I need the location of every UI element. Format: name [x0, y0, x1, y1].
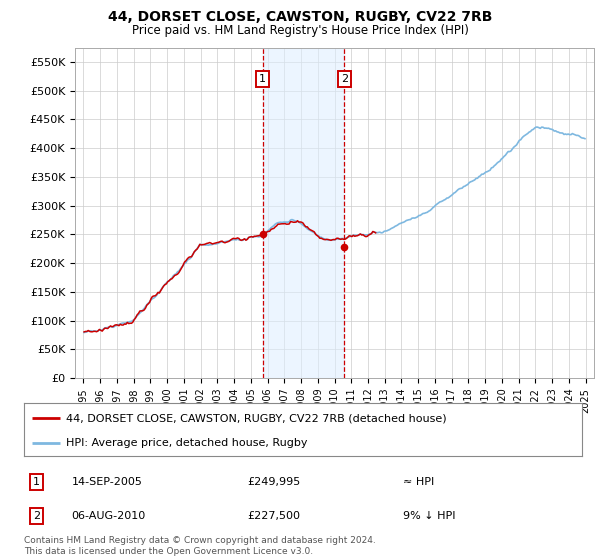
Text: £227,500: £227,500: [247, 511, 300, 521]
Text: 2: 2: [341, 74, 348, 84]
Text: ≈ HPI: ≈ HPI: [403, 477, 434, 487]
Text: 14-SEP-2005: 14-SEP-2005: [71, 477, 142, 487]
Text: Contains HM Land Registry data © Crown copyright and database right 2024.
This d: Contains HM Land Registry data © Crown c…: [24, 536, 376, 556]
Text: 2: 2: [33, 511, 40, 521]
Bar: [263, 48, 344, 378]
Text: 9% ↓ HPI: 9% ↓ HPI: [403, 511, 456, 521]
Text: 44, DORSET CLOSE, CAWSTON, RUGBY, CV22 7RB: 44, DORSET CLOSE, CAWSTON, RUGBY, CV22 7…: [108, 10, 492, 24]
Text: 06-AUG-2010: 06-AUG-2010: [71, 511, 146, 521]
Text: 44, DORSET CLOSE, CAWSTON, RUGBY, CV22 7RB (detached house): 44, DORSET CLOSE, CAWSTON, RUGBY, CV22 7…: [66, 413, 446, 423]
Text: £249,995: £249,995: [247, 477, 301, 487]
Text: 1: 1: [33, 477, 40, 487]
Text: 1: 1: [259, 74, 266, 84]
Text: HPI: Average price, detached house, Rugby: HPI: Average price, detached house, Rugb…: [66, 437, 307, 447]
Text: Price paid vs. HM Land Registry's House Price Index (HPI): Price paid vs. HM Land Registry's House …: [131, 24, 469, 36]
